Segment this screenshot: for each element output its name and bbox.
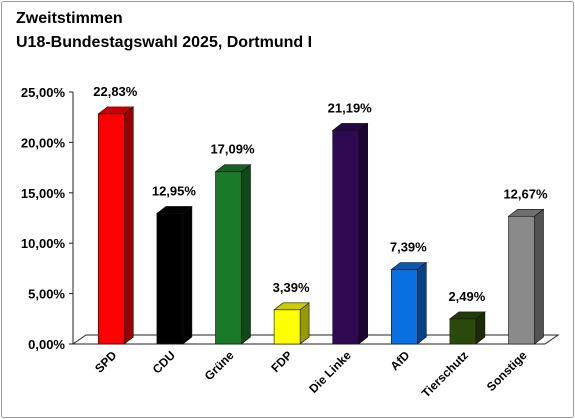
bar-side [416,261,427,345]
bar-side [358,122,369,345]
value-label: 7,39% [390,240,427,255]
bar-front [449,318,477,345]
bar-front [508,215,535,345]
y-tick-label: 15,00% [21,186,66,201]
value-label: 22,83% [93,84,138,99]
bar-spd [97,106,135,345]
value-label: 21,19% [328,100,373,115]
bar-grüne [214,164,252,345]
x-tick-label: CDU [150,348,178,376]
bar-sonstige [507,208,545,345]
bar-tierschutz [449,311,486,345]
bar-side [241,164,251,345]
bar-front [156,213,184,345]
y-tick-label: 5,00% [28,287,65,302]
bar-fdp [273,302,310,345]
value-label: 12,95% [152,183,197,198]
chart-title: Zweitstimmen [16,10,123,27]
bar-side [124,106,134,345]
value-label: 3,39% [273,280,310,295]
y-tick-label: 10,00% [21,236,66,251]
bar-afd [390,261,428,345]
x-tick-label: SPD [92,348,120,376]
y-tick-label: 25,00% [21,85,66,100]
bar-front [98,113,125,345]
x-tick-label: Grüne [202,348,237,383]
value-label: 12,67% [503,186,548,201]
bar-side [182,205,193,345]
y-tick-label: 20,00% [21,135,66,150]
x-tick-label: AfD [387,348,412,373]
bar-front [273,309,301,345]
value-label: 17,09% [210,142,255,157]
x-tick-label: Die Linke [306,348,354,396]
x-tick-label: Sonstige [484,348,530,394]
bar-side [534,208,544,345]
bar-front [390,269,418,345]
x-tick-label: FDP [268,348,295,375]
y-tick-label: 0,00% [28,337,65,352]
x-tick-label: Tierschutz [419,348,471,400]
chart-subtitle: U18-Bundestagswahl 2025, Dortmund I [16,34,313,51]
bar-cdu [156,205,193,345]
chart-floor [71,334,560,345]
bar-die-linke [331,122,369,345]
bar-front [215,171,242,345]
bar-front [332,130,360,345]
value-label: 2,49% [448,289,485,304]
